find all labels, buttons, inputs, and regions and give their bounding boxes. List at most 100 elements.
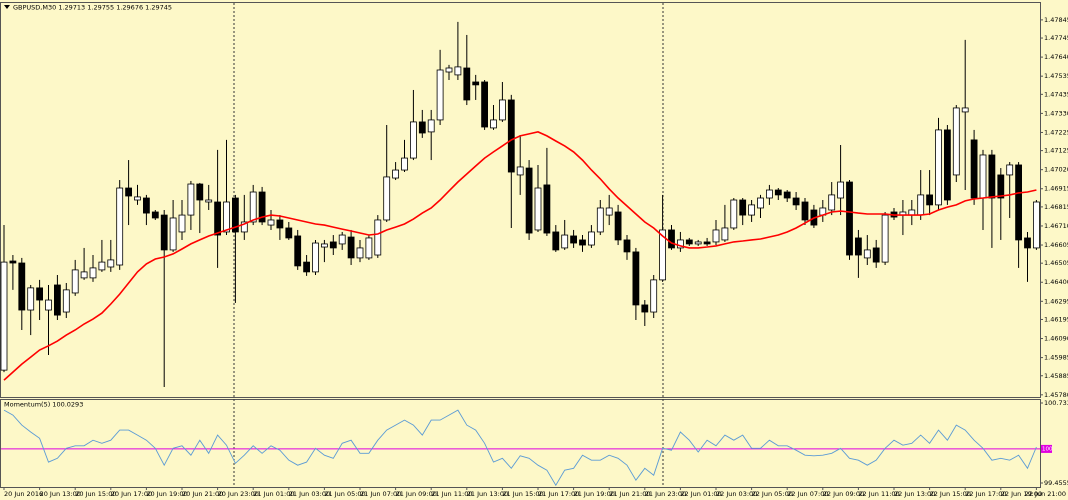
chart-title: GBPUSD,M30 1.29713 1.29755 1.29676 1.297… bbox=[13, 4, 172, 12]
x-tick-label: 21 Jun 07:00 bbox=[360, 490, 401, 498]
candle-body bbox=[125, 187, 132, 197]
y-tick-label: 1.47330 bbox=[1044, 109, 1068, 117]
indicator-panel-frame bbox=[0, 399, 1041, 488]
candle-body bbox=[80, 271, 88, 279]
x-tick-label: 20 Jun 15:00 bbox=[75, 490, 116, 498]
candle-body bbox=[685, 239, 693, 245]
candle-body bbox=[703, 241, 711, 245]
candle-body bbox=[54, 284, 61, 316]
candle-body bbox=[588, 231, 595, 246]
candle-body bbox=[1015, 164, 1022, 241]
candle-body bbox=[401, 157, 408, 171]
candle-body bbox=[881, 214, 889, 263]
candle-body bbox=[944, 129, 951, 201]
x-tick-label: 22 Jun 03:00 bbox=[716, 490, 757, 498]
x-tick-label: 22 Jun 11:00 bbox=[858, 490, 899, 498]
candle-body bbox=[445, 67, 453, 73]
x-tick-label: 22 Jun 21:00 bbox=[1025, 490, 1066, 498]
candle-body bbox=[231, 197, 239, 233]
x-tick-label: 22 Jun 09:00 bbox=[823, 490, 864, 498]
candle-body bbox=[712, 229, 720, 243]
candle-body bbox=[187, 183, 195, 216]
candle-body bbox=[498, 99, 506, 121]
x-tick-label: 21 Jun 11:00 bbox=[431, 490, 472, 498]
candle-body bbox=[766, 189, 773, 199]
y-tick-label: 100.7335 bbox=[1044, 399, 1068, 407]
candle-body bbox=[258, 191, 266, 223]
y-tick-label: 1.45985 bbox=[1044, 354, 1068, 362]
candle-body bbox=[169, 217, 177, 251]
candle-body bbox=[863, 249, 871, 259]
candle-body bbox=[178, 214, 186, 233]
candle-body bbox=[757, 197, 764, 209]
candle-body bbox=[623, 239, 631, 253]
x-tick-label: 22 Jun 13:00 bbox=[894, 490, 935, 498]
candle-body bbox=[872, 247, 880, 263]
candle-body bbox=[641, 304, 649, 313]
candle-body bbox=[935, 129, 942, 206]
x-tick-label: 21 Jun 19:00 bbox=[574, 490, 615, 498]
candle-body bbox=[365, 237, 373, 259]
candle-body bbox=[739, 199, 747, 216]
candle-body bbox=[338, 234, 346, 245]
candle-body bbox=[650, 279, 658, 313]
candle-body bbox=[436, 69, 444, 121]
candle-body bbox=[605, 207, 613, 216]
x-tick-label: 22 Jun 15:00 bbox=[930, 490, 971, 498]
candle-body bbox=[0, 261, 8, 371]
candle-body bbox=[27, 287, 35, 311]
candle-body bbox=[614, 211, 622, 241]
candle-body bbox=[1006, 164, 1014, 176]
x-tick-label: 21 Jun 21:00 bbox=[609, 490, 650, 498]
menu-triangle[interactable] bbox=[4, 5, 10, 9]
x-tick-label: 21 Jun 15:00 bbox=[502, 490, 543, 498]
candle-body bbox=[134, 196, 141, 201]
candle-body bbox=[36, 287, 43, 301]
candle-body bbox=[837, 181, 844, 199]
candle-body bbox=[142, 197, 150, 214]
candle-body bbox=[534, 187, 542, 231]
x-tick-label: 22 Jun 05:00 bbox=[752, 490, 793, 498]
candle-body bbox=[1033, 201, 1040, 249]
y-tick-label: 1.46195 bbox=[1044, 315, 1068, 323]
candle-body bbox=[730, 199, 738, 229]
x-tick-label: 21 Jun 13:00 bbox=[467, 490, 508, 498]
candle-body bbox=[659, 229, 666, 281]
candle-body bbox=[107, 259, 115, 268]
candle-body bbox=[507, 99, 515, 173]
candle-body bbox=[312, 242, 319, 273]
candle-body bbox=[774, 189, 782, 196]
candle-body bbox=[668, 229, 675, 249]
candle-body bbox=[792, 197, 800, 206]
y-tick-label: 1.47435 bbox=[1044, 90, 1068, 98]
candle-body bbox=[98, 261, 106, 271]
candle-body bbox=[988, 154, 996, 199]
candle-body bbox=[997, 174, 1005, 199]
y-tick-label: 1.45885 bbox=[1044, 372, 1068, 380]
x-tick-label: 21 Jun 23:00 bbox=[645, 490, 686, 498]
candle-body bbox=[45, 299, 52, 311]
candle-body bbox=[383, 176, 391, 221]
candle-body bbox=[294, 235, 302, 267]
candle-body bbox=[18, 262, 26, 311]
x-tick-label: 20 Jun 2016 bbox=[4, 490, 43, 498]
candle-body bbox=[677, 239, 684, 249]
indicator-title: Momentum(5) 100.0293 bbox=[4, 401, 83, 409]
main-panel-frame bbox=[0, 2, 1041, 398]
candle-body bbox=[516, 166, 524, 176]
candle-body bbox=[543, 184, 551, 234]
x-tick-label: 20 Jun 19:00 bbox=[146, 490, 187, 498]
candle-body bbox=[926, 194, 933, 206]
candle-body bbox=[116, 187, 124, 266]
momentum-line bbox=[3, 409, 1037, 487]
x-tick-label: 22 Jun 07:00 bbox=[787, 490, 828, 498]
level-label-box bbox=[1041, 444, 1052, 453]
x-tick-label: 21 Jun 09:00 bbox=[396, 490, 437, 498]
candle-body bbox=[71, 269, 79, 294]
candle-body bbox=[454, 66, 462, 76]
y-tick-label: 1.46505 bbox=[1044, 259, 1068, 267]
candle-body bbox=[552, 231, 560, 251]
candle-body bbox=[392, 169, 400, 179]
